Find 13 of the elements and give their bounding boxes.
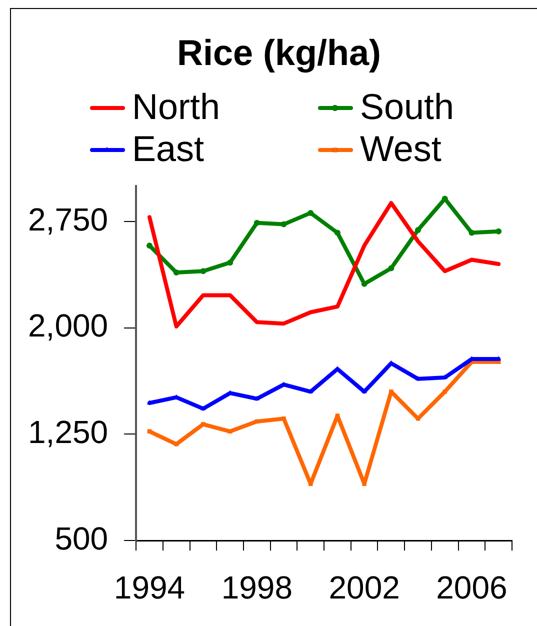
- y-tick-label: 1,250: [28, 414, 108, 450]
- y-tick-label: 500: [54, 520, 108, 556]
- legend-label: West: [360, 128, 442, 169]
- chart-title: Rice (kg/ha): [176, 32, 382, 73]
- x-tick-label: 2002: [328, 570, 400, 606]
- y-tick-label: 2,750: [28, 201, 108, 238]
- x-tick-label: 1994: [114, 570, 186, 606]
- x-tick-label: 1998: [221, 570, 293, 606]
- legend-label: South: [360, 86, 454, 127]
- x-tick-label: 2006: [436, 570, 508, 606]
- legend-label: North: [132, 86, 220, 127]
- y-tick-label: 2,000: [28, 308, 108, 344]
- legend-label: East: [132, 128, 204, 169]
